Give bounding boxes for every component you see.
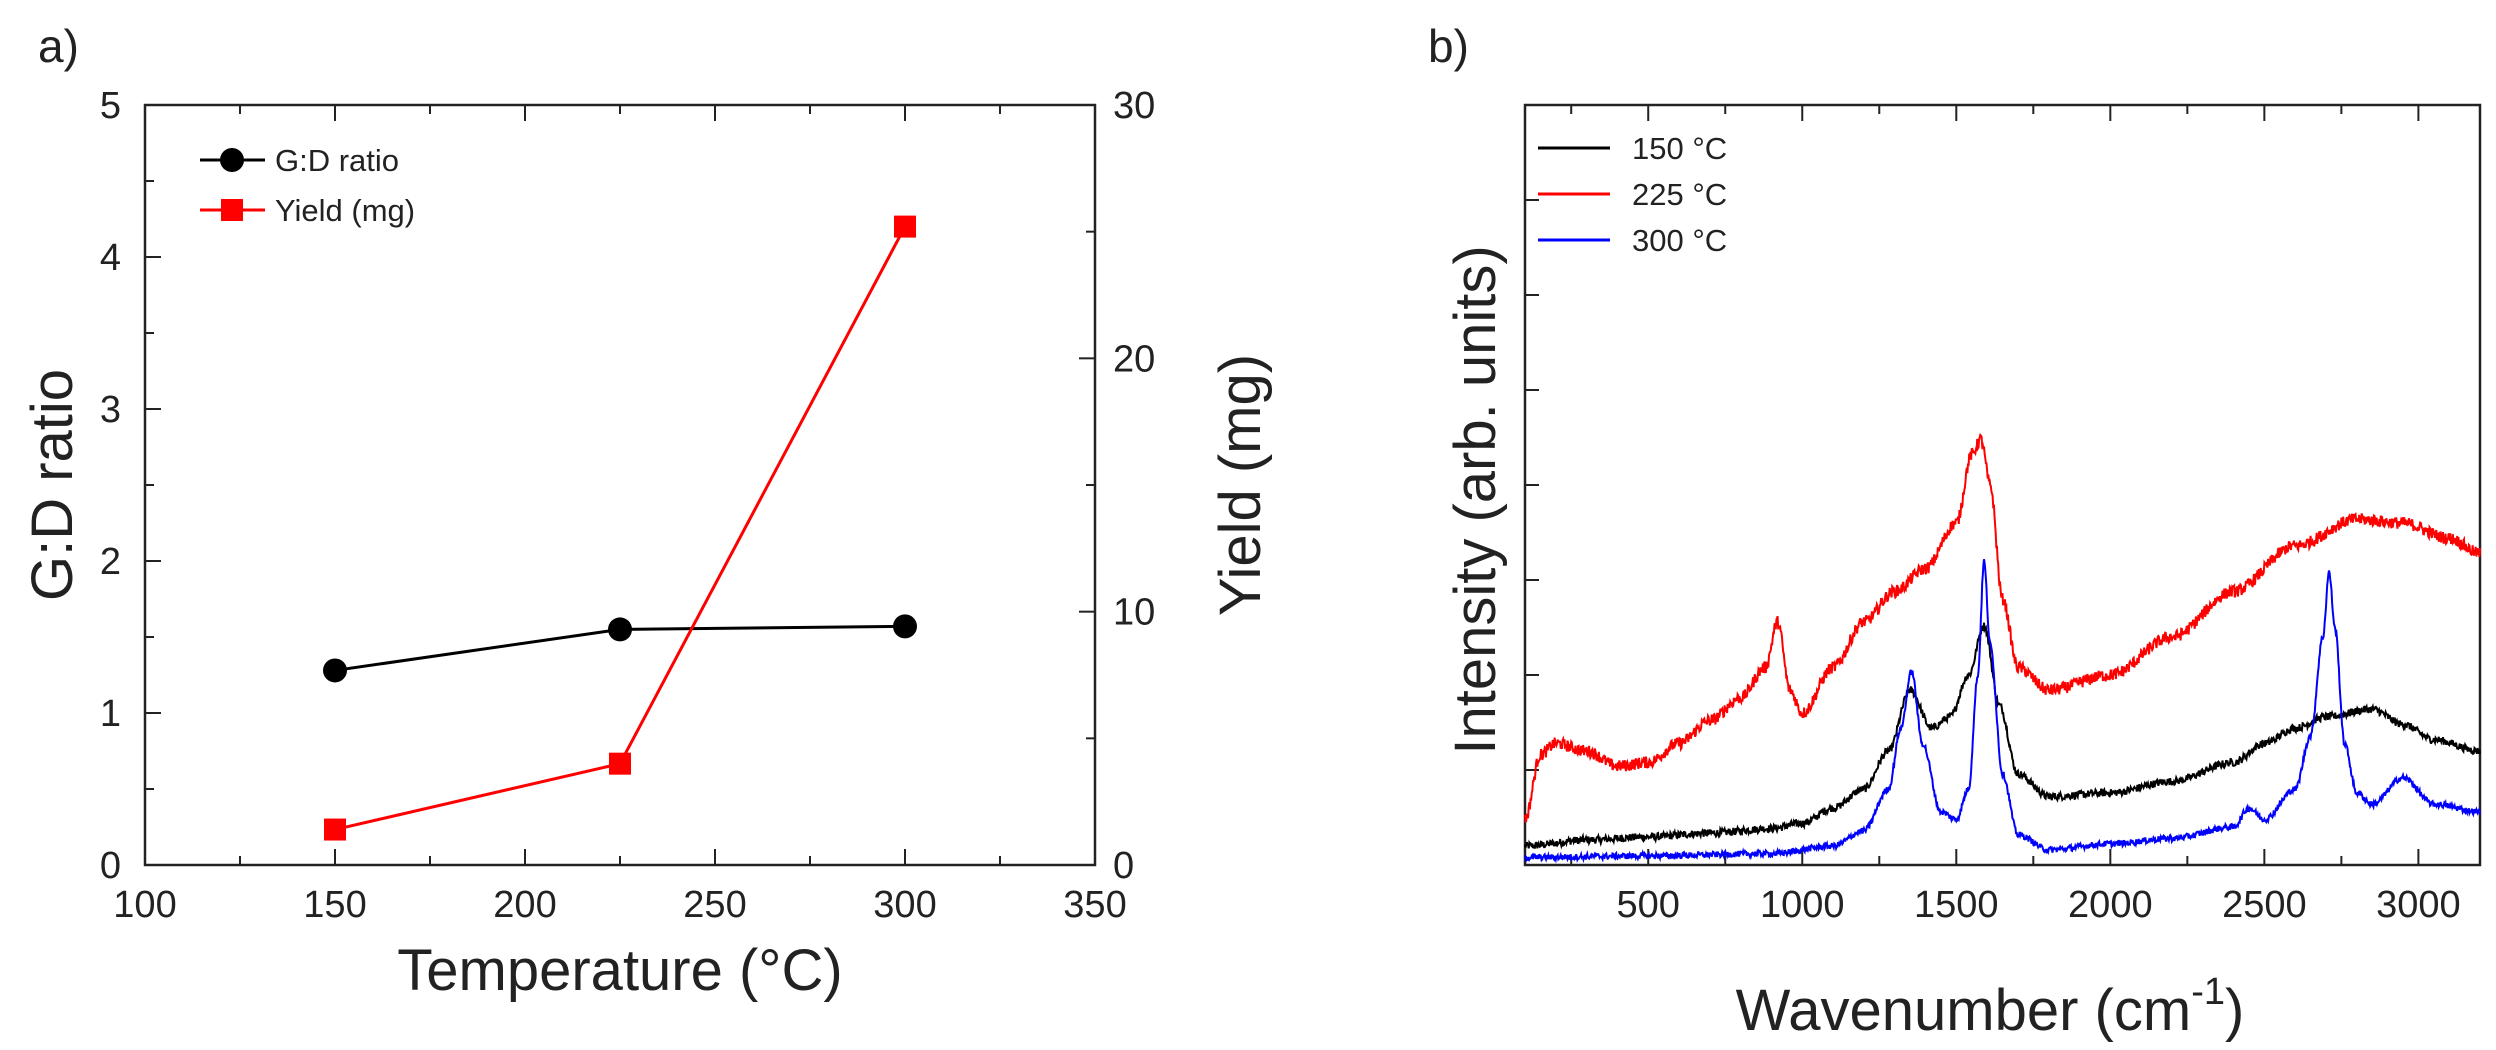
- x-tick-label: 100: [113, 884, 176, 926]
- y-tick-label: 5: [100, 85, 121, 127]
- legend-225-label: 225 °C: [1632, 177, 1727, 212]
- y-tick-label: 2: [100, 541, 121, 583]
- data-point: [893, 614, 917, 639]
- data-point: [894, 215, 916, 238]
- y2-tick-label: 0: [1113, 845, 1134, 887]
- x-tick-label: 1000: [1760, 884, 1845, 926]
- panel-a-y-axis-title: G:D ratio: [20, 369, 85, 601]
- panel-b-ticks: 500 1000 1500 2000 2500 3000: [1525, 104, 2461, 926]
- y2-tick-label: 30: [1113, 85, 1155, 127]
- panel-b-label: b): [1428, 20, 1469, 72]
- panel-b-legend: 150 °C 225 °C 300 °C: [1538, 131, 1727, 258]
- x-tick-label: 200: [493, 884, 556, 926]
- panel-a-label: a): [38, 20, 79, 72]
- x-tick-label: 300: [873, 884, 936, 926]
- y-tick-label: 4: [100, 237, 121, 279]
- spectrum-line: [1524, 622, 2481, 850]
- panel-b-x-axis-title: Wavenumber (cm-1): [1736, 971, 2245, 1043]
- panel-b: b) 500 1000 1500 2000 2500 3000 Wavenumber (c…: [1428, 20, 2482, 1043]
- x-tick-label: 2000: [2068, 884, 2153, 926]
- series-line: [334, 225, 907, 831]
- spectrum-line: [1524, 559, 2481, 864]
- panel-a-x-axis-title: Temperature (°C): [397, 938, 842, 1003]
- panel-a-legend: G:D ratio Yield (mg): [200, 143, 415, 228]
- legend-yield-label: Yield (mg): [275, 193, 415, 228]
- x-tick-label: 1500: [1914, 884, 1999, 926]
- panel-a-series: [323, 215, 917, 841]
- y-tick-label: 0: [100, 845, 121, 887]
- x-tick-label: 3000: [2376, 884, 2461, 926]
- y-tick-label: 3: [100, 389, 121, 431]
- x-tick-label: 250: [683, 884, 746, 926]
- x-tick-label: 350: [1063, 884, 1126, 926]
- x-tick-label: 500: [1617, 884, 1680, 926]
- data-point: [608, 617, 632, 642]
- legend-300-label: 300 °C: [1632, 223, 1727, 258]
- y2-tick-label: 20: [1113, 338, 1155, 380]
- panel-b-series: [1524, 433, 2481, 864]
- panel-b-x-axis-title-sup: -1: [2191, 971, 2225, 1013]
- y2-tick-label: 10: [1113, 592, 1155, 634]
- panel-b-x-axis-title-main: Wavenumber (cm: [1736, 978, 2192, 1043]
- x-tick-label: 2500: [2222, 884, 2307, 926]
- legend-yield-marker: [221, 199, 243, 221]
- legend-gd-marker: [220, 148, 244, 172]
- spectrum-line: [1524, 433, 2481, 823]
- legend-gd-label: G:D ratio: [275, 143, 399, 178]
- data-point: [323, 658, 347, 683]
- data-point: [324, 818, 346, 841]
- data-point: [609, 752, 631, 775]
- x-tick-label: 150: [303, 884, 366, 926]
- panel-b-y-axis-title: Intensity (arb. units): [1443, 245, 1508, 754]
- panel-b-x-axis-title-end: ): [2225, 978, 2244, 1043]
- panel-a-y2-axis-title: Yield (mg): [1208, 354, 1273, 616]
- y-tick-label: 1: [100, 693, 121, 735]
- legend-150-label: 150 °C: [1632, 131, 1727, 166]
